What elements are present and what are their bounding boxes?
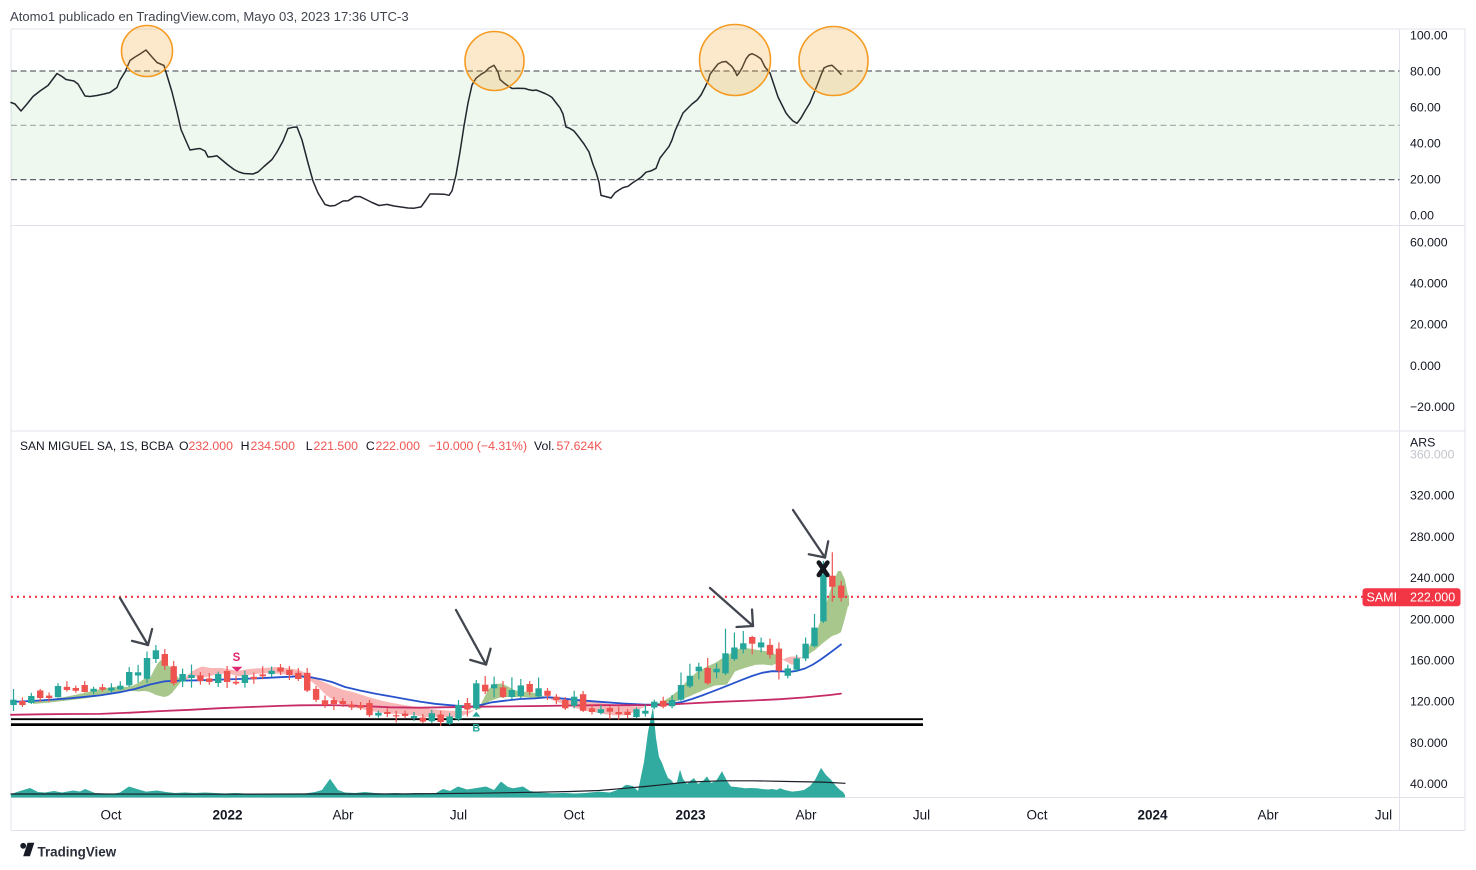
svg-text:C: C — [366, 439, 375, 453]
svg-text:232.000: 232.000 — [189, 439, 234, 453]
svg-text:Jul: Jul — [450, 808, 467, 823]
svg-text:−10.000 (−4.31%): −10.000 (−4.31%) — [429, 439, 527, 453]
svg-text:20.000: 20.000 — [1410, 318, 1448, 332]
svg-text:B: B — [472, 723, 480, 735]
svg-text:100.00: 100.00 — [1410, 28, 1448, 42]
svg-text:60.00: 60.00 — [1410, 100, 1441, 114]
svg-text:40.000: 40.000 — [1410, 777, 1448, 791]
svg-text:H: H — [241, 439, 250, 453]
svg-text:Vol.: Vol. — [534, 439, 555, 453]
svg-text:80.000: 80.000 — [1410, 736, 1448, 750]
svg-text:Atomo1 publicado en TradingVie: Atomo1 publicado en TradingView.com, May… — [10, 9, 409, 24]
svg-text:222.000: 222.000 — [376, 439, 421, 453]
svg-text:160.000: 160.000 — [1410, 654, 1455, 668]
svg-text:221.500: 221.500 — [314, 439, 359, 453]
svg-text:320.000: 320.000 — [1410, 489, 1455, 503]
svg-text:240.000: 240.000 — [1410, 571, 1455, 585]
svg-text:60.000: 60.000 — [1410, 235, 1448, 249]
svg-text:0.00: 0.00 — [1410, 208, 1434, 222]
svg-text:40.00: 40.00 — [1410, 136, 1441, 150]
svg-text:Oct: Oct — [563, 808, 584, 823]
svg-text:S: S — [233, 652, 241, 664]
svg-text:222.000: 222.000 — [1410, 591, 1455, 605]
svg-text:ARS: ARS — [1410, 435, 1435, 449]
svg-text:40.000: 40.000 — [1410, 277, 1448, 291]
svg-text:360.000: 360.000 — [1410, 447, 1455, 461]
svg-text:−20.000: −20.000 — [1410, 400, 1455, 414]
svg-text:2023: 2023 — [675, 808, 706, 823]
svg-text:Abr: Abr — [332, 808, 354, 823]
svg-text:SAMI: SAMI — [1367, 591, 1398, 605]
svg-text:Abr: Abr — [1257, 808, 1279, 823]
svg-text:0.000: 0.000 — [1410, 359, 1441, 373]
svg-text:SAN MIGUEL SA, 1S, BCBA: SAN MIGUEL SA, 1S, BCBA — [20, 439, 174, 453]
svg-text:80.00: 80.00 — [1410, 64, 1441, 78]
svg-text:200.000: 200.000 — [1410, 612, 1455, 626]
svg-text:234.500: 234.500 — [251, 439, 296, 453]
svg-text:120.000: 120.000 — [1410, 695, 1455, 709]
svg-text:L: L — [306, 439, 313, 453]
svg-text:Jul: Jul — [913, 808, 930, 823]
svg-text:O: O — [179, 439, 189, 453]
svg-text:2024: 2024 — [1137, 808, 1168, 823]
svg-text:Oct: Oct — [1026, 808, 1047, 823]
svg-text:57.624K: 57.624K — [557, 439, 604, 453]
svg-text:Jul: Jul — [1375, 808, 1392, 823]
svg-text:TradingView: TradingView — [38, 844, 117, 859]
svg-text:280.000: 280.000 — [1410, 530, 1455, 544]
svg-text:Oct: Oct — [100, 808, 121, 823]
svg-text:2022: 2022 — [212, 808, 242, 823]
svg-text:20.00: 20.00 — [1410, 172, 1441, 186]
svg-text:Abr: Abr — [795, 808, 817, 823]
